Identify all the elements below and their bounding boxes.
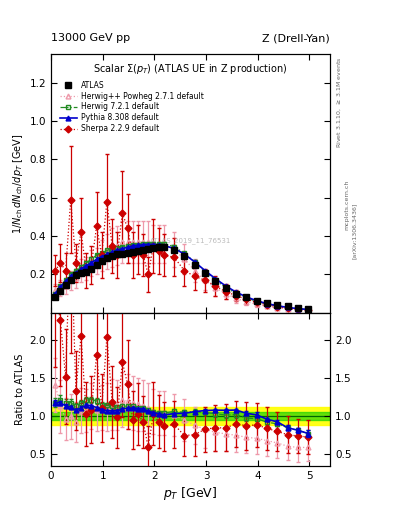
Bar [51, 407, 330, 425]
Text: Z (Drell-Yan): Z (Drell-Yan) [263, 33, 330, 44]
Text: ATLAS_2019_11_76531: ATLAS_2019_11_76531 [150, 237, 231, 244]
Legend: ATLAS, Herwig++ Powheg 2.7.1 default, Herwig 7.2.1 default, Pythia 8.308 default: ATLAS, Herwig++ Powheg 2.7.1 default, He… [58, 78, 206, 136]
Y-axis label: Ratio to ATLAS: Ratio to ATLAS [15, 354, 26, 425]
Text: 13000 GeV pp: 13000 GeV pp [51, 33, 130, 44]
X-axis label: $p_T$ [GeV]: $p_T$ [GeV] [163, 485, 218, 502]
Text: Scalar $\Sigma(p_T)$ (ATLAS UE in Z production): Scalar $\Sigma(p_T)$ (ATLAS UE in Z prod… [94, 61, 288, 76]
Text: mcplots.cern.ch: mcplots.cern.ch [344, 180, 349, 230]
Text: Rivet 3.1.10, $\geq$ 3.1M events: Rivet 3.1.10, $\geq$ 3.1M events [336, 57, 343, 148]
Bar [51, 412, 330, 420]
Text: [arXiv:1306.3436]: [arXiv:1306.3436] [352, 202, 357, 259]
Y-axis label: $1/N_{\rm ch}\,dN_{\rm ch}/dp_T\;[\rm GeV]$: $1/N_{\rm ch}\,dN_{\rm ch}/dp_T\;[\rm Ge… [11, 133, 26, 233]
